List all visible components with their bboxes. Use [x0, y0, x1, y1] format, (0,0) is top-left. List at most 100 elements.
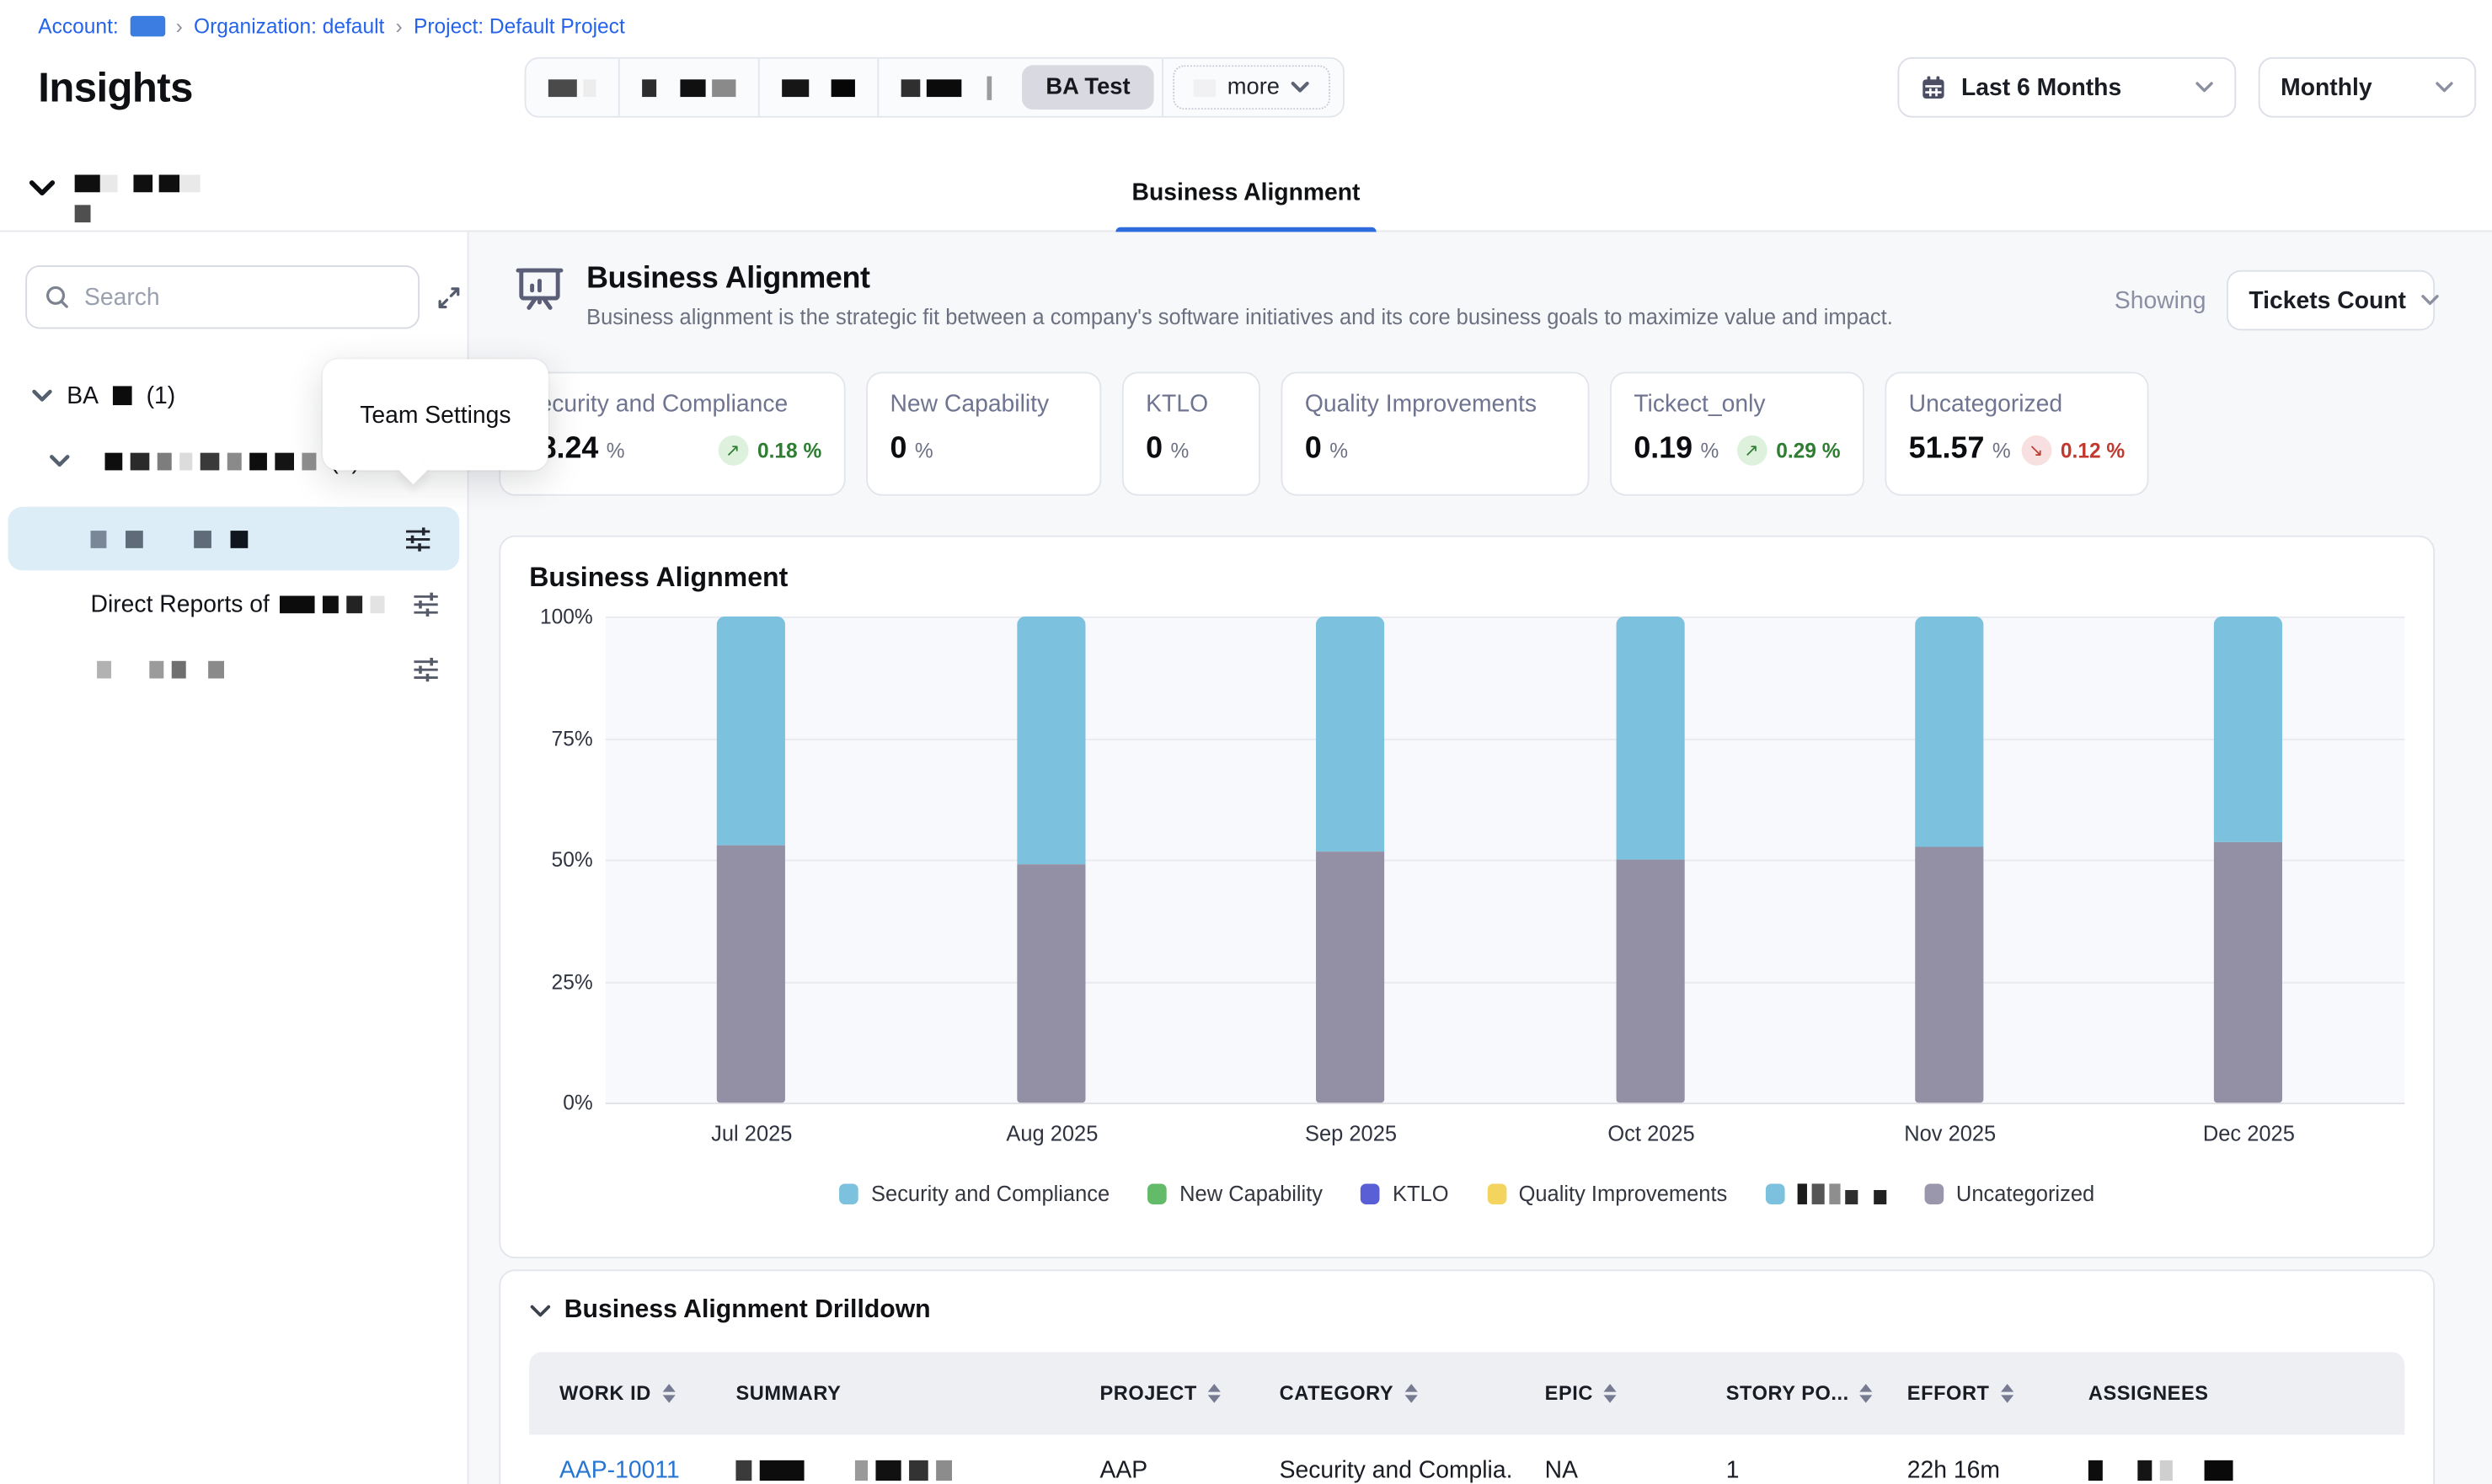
tree-item-count: (1) — [146, 382, 176, 409]
column-header-epic[interactable]: EPIC — [1515, 1382, 1696, 1405]
chevron-down-icon[interactable] — [32, 388, 53, 403]
tree-item-direct-reports[interactable]: Direct Reports of — [0, 585, 468, 622]
showing-select[interactable]: Tickets Count — [2226, 270, 2439, 331]
section-collapse-toggle[interactable] — [29, 172, 201, 231]
sort-icon[interactable] — [1859, 1383, 1874, 1404]
bar-segment-uncategorized[interactable] — [1915, 847, 1984, 1103]
team-settings-button[interactable] — [412, 590, 441, 617]
sort-icon[interactable] — [1604, 1383, 1618, 1404]
legend-security-and-compliance[interactable]: Security and Compliance — [839, 1182, 1110, 1206]
bar-dec-2025[interactable] — [2213, 616, 2283, 1103]
team-settings-button[interactable] — [412, 655, 441, 682]
showing-value: Tickets Count — [2249, 286, 2406, 314]
expand-sidebar-button[interactable] — [436, 276, 463, 318]
toolbar-more-label: more — [1227, 74, 1281, 100]
legend-swatch — [1486, 1183, 1506, 1204]
drilldown-collapse-toggle[interactable]: Business Alignment Drilldown — [529, 1296, 2404, 1325]
page-header: Insights BA Test — [0, 51, 2492, 154]
breadcrumb-separator-icon: › — [175, 13, 183, 38]
chevron-down-icon — [1291, 81, 1310, 93]
bar-sep-2025[interactable] — [1316, 616, 1385, 1103]
legend-new-capability[interactable]: New Capability — [1147, 1182, 1323, 1206]
tab-business-alignment[interactable]: Business Alignment — [1115, 154, 1377, 232]
chevron-down-icon — [2421, 295, 2439, 306]
tree-item-redacted[interactable] — [0, 650, 468, 688]
column-header-story-points[interactable]: STORY PO... — [1696, 1382, 1877, 1405]
card-uncategorized: Uncategorized 51.57 % ↘ 0.12 % — [1885, 371, 2149, 496]
column-header-category[interactable]: CATEGORY — [1249, 1382, 1515, 1405]
bar-segment-security-and-compliance[interactable] — [1316, 616, 1385, 852]
card-label: Tickect_only — [1634, 391, 1766, 419]
bar-segment-security-and-compliance[interactable] — [1616, 616, 1685, 860]
redacted-account-name — [129, 14, 165, 36]
toolbar-tab-redacted-4[interactable] — [879, 59, 1013, 116]
toolbar-more-dropdown[interactable]: more — [1173, 65, 1331, 110]
drilldown-table: WORK ID SUMMARY PROJECT CATEGORY EPIC ST… — [529, 1352, 2405, 1484]
sidebar-search[interactable] — [25, 265, 420, 329]
sort-icon[interactable] — [662, 1383, 676, 1404]
toolbar-tab-redacted-2[interactable] — [620, 59, 758, 116]
team-settings-button[interactable] — [404, 525, 432, 552]
column-header-assignees[interactable]: ASSIGNEES — [2088, 1382, 2209, 1405]
toolbar-tab-redacted-3[interactable] — [760, 59, 878, 116]
bar-jul-2025[interactable] — [716, 616, 785, 1103]
bar-nov-2025[interactable] — [1915, 616, 1984, 1103]
granularity-select[interactable]: Monthly — [2258, 56, 2477, 118]
breadcrumb-organization-link[interactable]: Organization: default — [194, 13, 385, 38]
delta-badge: ↘ 0.12 % — [2020, 434, 2125, 465]
bar-segment-security-and-compliance[interactable] — [1915, 616, 1984, 848]
column-header-work-id[interactable]: WORK ID — [529, 1382, 705, 1405]
tab-bar: Business Alignment — [0, 154, 2492, 232]
tree-item-label: Direct Reports of — [90, 590, 270, 617]
chevron-down-icon[interactable] — [49, 454, 70, 468]
breadcrumb: Account: › Organization: default › Proje… — [0, 0, 2492, 51]
legend-ktlo[interactable]: KTLO — [1361, 1182, 1449, 1206]
y-tick: 100% — [539, 604, 593, 629]
page-title: Insights — [38, 63, 193, 112]
column-header-effort[interactable]: EFFORT — [1877, 1382, 2058, 1405]
breadcrumb-account-link[interactable]: Account: — [38, 13, 119, 38]
card-unit: % — [1170, 437, 1190, 462]
legend-uncategorized[interactable]: Uncategorized — [1924, 1182, 2094, 1206]
x-tick: Sep 2025 — [1304, 1121, 1398, 1146]
calendar-icon — [1922, 75, 1944, 99]
toolbar-tab-ba-test[interactable]: BA Test — [1022, 65, 1154, 110]
bar-segment-security-and-compliance[interactable] — [716, 616, 785, 846]
bar-segment-uncategorized[interactable] — [1017, 864, 1086, 1103]
granularity-value: Monthly — [2281, 73, 2372, 101]
bar-segment-uncategorized[interactable] — [1616, 859, 1685, 1103]
column-header-summary[interactable]: SUMMARY — [735, 1382, 842, 1405]
sliders-icon — [414, 591, 438, 617]
bar-aug-2025[interactable] — [1017, 616, 1086, 1103]
team-tree: BA (1) (3) — [0, 376, 468, 688]
bar-segment-security-and-compliance[interactable] — [2213, 616, 2283, 843]
redacted-section-title — [74, 172, 201, 231]
y-tick: 50% — [551, 847, 593, 872]
epic-cell: NA — [1544, 1455, 1578, 1484]
sort-icon[interactable] — [1404, 1383, 1418, 1404]
legend-quality-improvements[interactable]: Quality Improvements — [1486, 1182, 1727, 1206]
search-input[interactable] — [83, 283, 401, 311]
y-tick: 75% — [551, 726, 593, 750]
sort-icon[interactable] — [1208, 1383, 1222, 1404]
card-security-and-compliance: Security and Compliance 48.24 % ↗ 0.18 % — [499, 371, 846, 496]
bar-segment-uncategorized[interactable] — [1316, 851, 1385, 1103]
trend-down-icon: ↘ — [2020, 434, 2051, 465]
tree-item-selected[interactable] — [8, 506, 460, 571]
sort-icon[interactable] — [2000, 1383, 2013, 1404]
bar-segment-uncategorized[interactable] — [716, 845, 785, 1103]
chart-legend: Security and Compliance New Capability K… — [529, 1182, 2404, 1206]
toolbar-tab-redacted-1[interactable] — [526, 59, 618, 116]
tree-item-ba-root[interactable]: BA (1) — [0, 376, 468, 414]
bar-segment-security-and-compliance[interactable] — [1017, 616, 1086, 865]
breadcrumb-project-link[interactable]: Project: Default Project — [413, 13, 625, 38]
legend-tickect-only-redacted[interactable] — [1765, 1183, 1886, 1204]
work-id-link[interactable]: AAP-10011 — [559, 1455, 680, 1484]
column-header-project[interactable]: PROJECT — [1070, 1382, 1249, 1405]
bar-oct-2025[interactable] — [1616, 616, 1685, 1103]
team-settings-tooltip: Team Settings — [322, 359, 548, 485]
bar-segment-uncategorized[interactable] — [2213, 842, 2283, 1103]
date-range-select[interactable]: Last 6 Months — [1897, 56, 2237, 118]
category-cell: Security and Complia... — [1279, 1455, 1515, 1484]
legend-swatch — [1147, 1183, 1168, 1204]
